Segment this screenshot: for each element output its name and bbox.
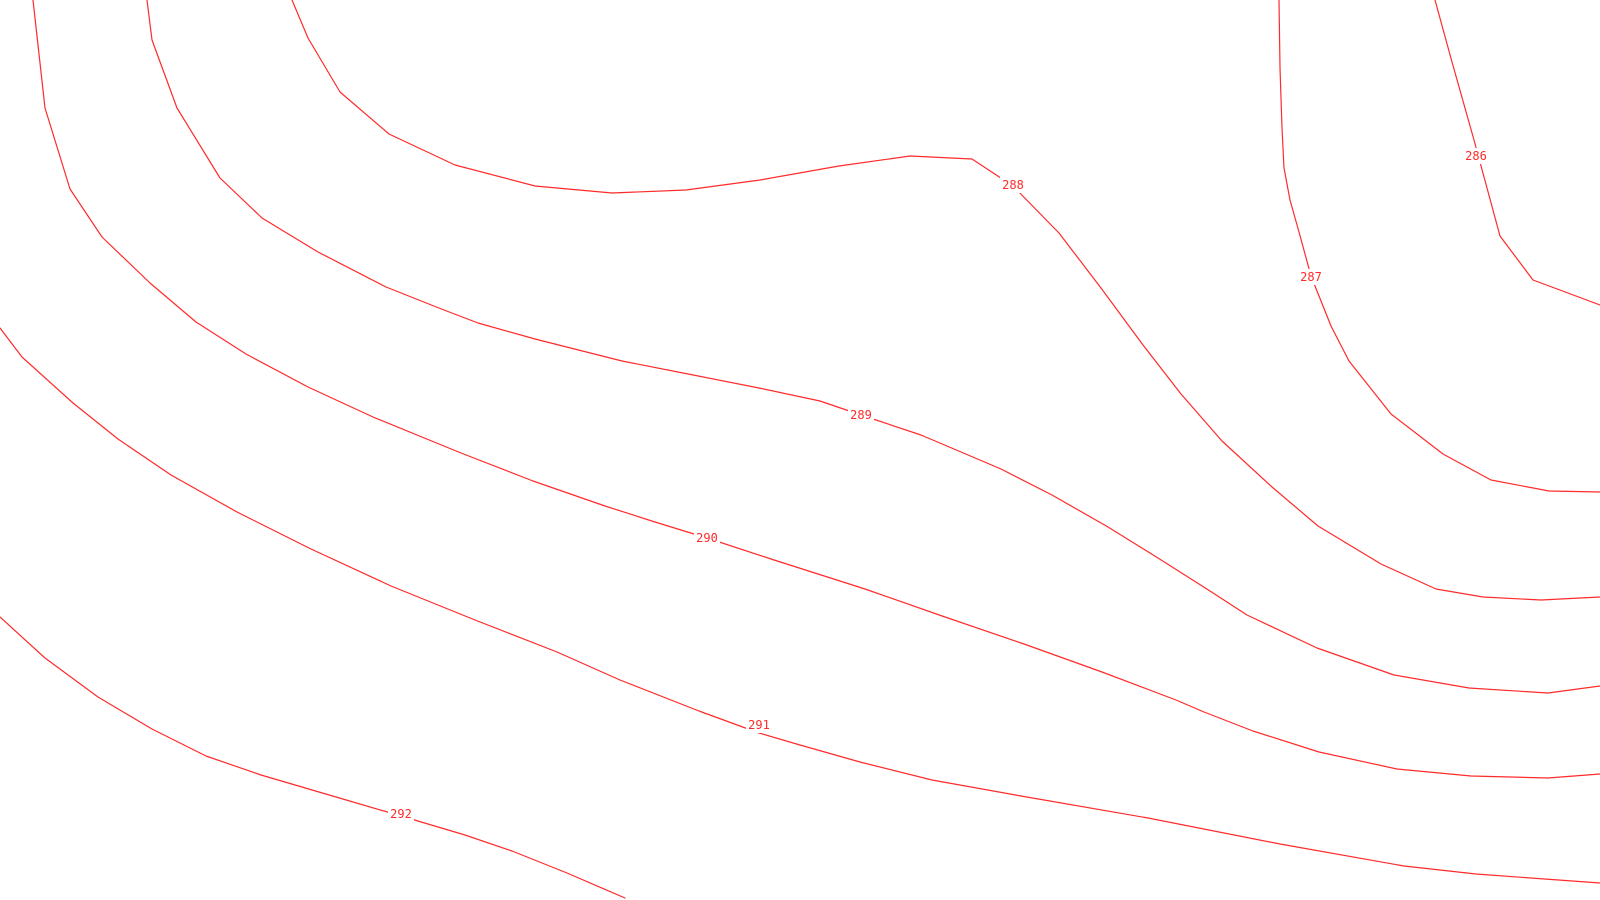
label-290-gap [694, 530, 720, 546]
contour-line-289 [146, 0, 1600, 694]
label-290: 290 [694, 530, 720, 546]
contour-line-292 [0, 616, 626, 899]
contour-label-289: 289 [850, 408, 872, 422]
label-286: 286 [1463, 148, 1489, 164]
label-286-gap [1463, 148, 1489, 164]
label-288-gap [1000, 177, 1026, 193]
label-287-gap [1298, 269, 1324, 285]
label-289-gap [848, 407, 874, 423]
label-291-gap [746, 717, 772, 733]
label-292-gap [388, 806, 414, 822]
contour-line-286 [1434, 0, 1600, 306]
contour-line-291 [0, 327, 1600, 884]
label-289: 289 [848, 407, 874, 423]
label-291: 291 [746, 717, 772, 733]
contour-label-292: 292 [390, 807, 412, 821]
contour-labels: 286 287 288 289 290 291 292 [388, 148, 1489, 822]
label-287: 287 [1298, 269, 1324, 285]
contour-label-291: 291 [748, 718, 770, 732]
contour-label-286: 286 [1465, 149, 1487, 163]
label-292: 292 [388, 806, 414, 822]
label-288: 288 [1000, 177, 1026, 193]
contour-label-290: 290 [696, 531, 718, 545]
contour-line-287 [1278, 0, 1600, 493]
contour-label-288: 288 [1002, 178, 1024, 192]
contour-label-287: 287 [1300, 270, 1322, 284]
